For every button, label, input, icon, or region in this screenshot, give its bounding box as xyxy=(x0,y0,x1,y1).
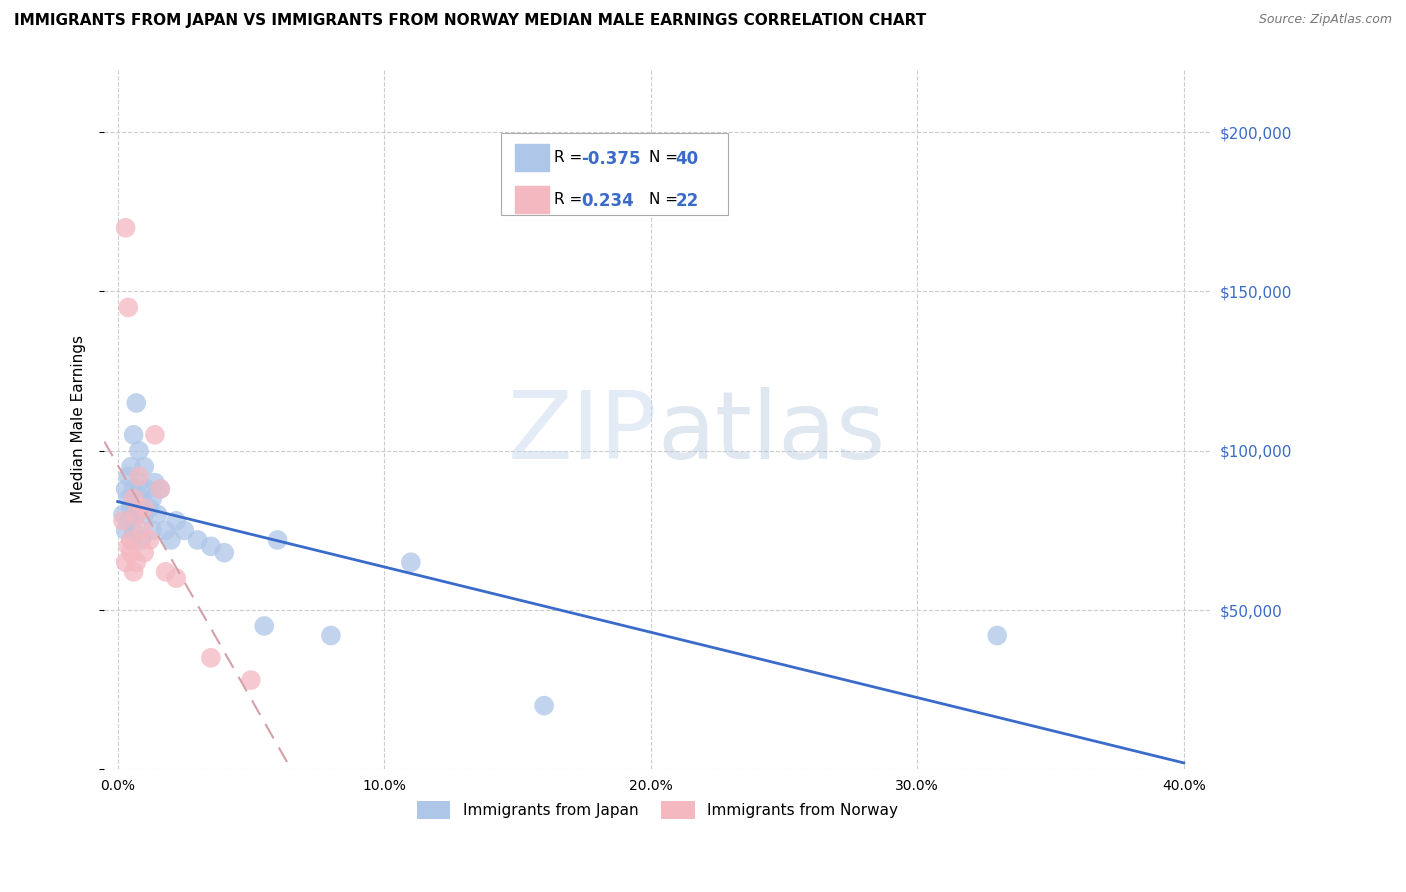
Point xyxy=(122,427,145,442)
Text: 22: 22 xyxy=(675,193,699,211)
Text: R =: R = xyxy=(554,151,588,165)
Point xyxy=(120,501,142,516)
Point xyxy=(122,565,145,579)
Point xyxy=(114,524,136,538)
Point xyxy=(155,565,177,579)
Point xyxy=(120,533,142,547)
Point xyxy=(128,469,150,483)
Point xyxy=(136,482,159,496)
Point xyxy=(117,469,139,483)
Point xyxy=(165,571,187,585)
Point xyxy=(117,514,139,528)
Text: 40: 40 xyxy=(675,151,699,169)
Point xyxy=(117,491,139,506)
Point xyxy=(134,508,156,522)
Point xyxy=(141,524,163,538)
Point xyxy=(125,396,148,410)
Point xyxy=(266,533,288,547)
Text: Source: ZipAtlas.com: Source: ZipAtlas.com xyxy=(1258,13,1392,27)
Point xyxy=(122,491,145,506)
Point xyxy=(128,443,150,458)
Point xyxy=(131,533,153,547)
Point xyxy=(212,546,235,560)
Point xyxy=(120,546,142,560)
Text: -0.375: -0.375 xyxy=(581,151,641,169)
Point xyxy=(533,698,555,713)
Point xyxy=(125,555,148,569)
Point xyxy=(122,524,145,538)
Text: N =: N = xyxy=(648,193,682,207)
Point xyxy=(122,482,145,496)
Point xyxy=(143,475,166,490)
Text: atlas: atlas xyxy=(658,387,886,479)
Text: N =: N = xyxy=(648,151,682,165)
Point xyxy=(114,220,136,235)
Text: ZIP: ZIP xyxy=(508,387,658,479)
Point xyxy=(155,524,177,538)
Text: 0.234: 0.234 xyxy=(581,193,634,211)
Legend: Immigrants from Japan, Immigrants from Norway: Immigrants from Japan, Immigrants from N… xyxy=(411,795,904,825)
Point xyxy=(200,539,222,553)
Point xyxy=(120,533,142,547)
Point xyxy=(173,524,195,538)
Point xyxy=(111,508,134,522)
Point xyxy=(120,459,142,474)
Point xyxy=(160,533,183,547)
Point xyxy=(239,673,262,687)
Text: R =: R = xyxy=(554,193,592,207)
Point xyxy=(117,301,139,315)
Point xyxy=(399,555,422,569)
Point xyxy=(149,482,172,496)
Point xyxy=(319,628,342,642)
Point xyxy=(138,533,160,547)
Point xyxy=(187,533,209,547)
Point xyxy=(114,555,136,569)
Y-axis label: Median Male Earnings: Median Male Earnings xyxy=(72,334,86,503)
Point xyxy=(128,475,150,490)
Point xyxy=(125,508,148,522)
Point xyxy=(134,546,156,560)
Point xyxy=(200,650,222,665)
Point xyxy=(134,501,156,516)
Point xyxy=(138,501,160,516)
Point xyxy=(114,482,136,496)
Point xyxy=(143,427,166,442)
Point xyxy=(134,459,156,474)
Point xyxy=(149,482,172,496)
Point xyxy=(986,628,1008,642)
Point xyxy=(141,491,163,506)
Point xyxy=(111,514,134,528)
Point xyxy=(117,539,139,553)
Point xyxy=(131,491,153,506)
Point xyxy=(131,524,153,538)
Point xyxy=(146,508,169,522)
Point xyxy=(165,514,187,528)
Point xyxy=(253,619,276,633)
Point xyxy=(125,508,148,522)
Text: IMMIGRANTS FROM JAPAN VS IMMIGRANTS FROM NORWAY MEDIAN MALE EARNINGS CORRELATION: IMMIGRANTS FROM JAPAN VS IMMIGRANTS FROM… xyxy=(14,13,927,29)
